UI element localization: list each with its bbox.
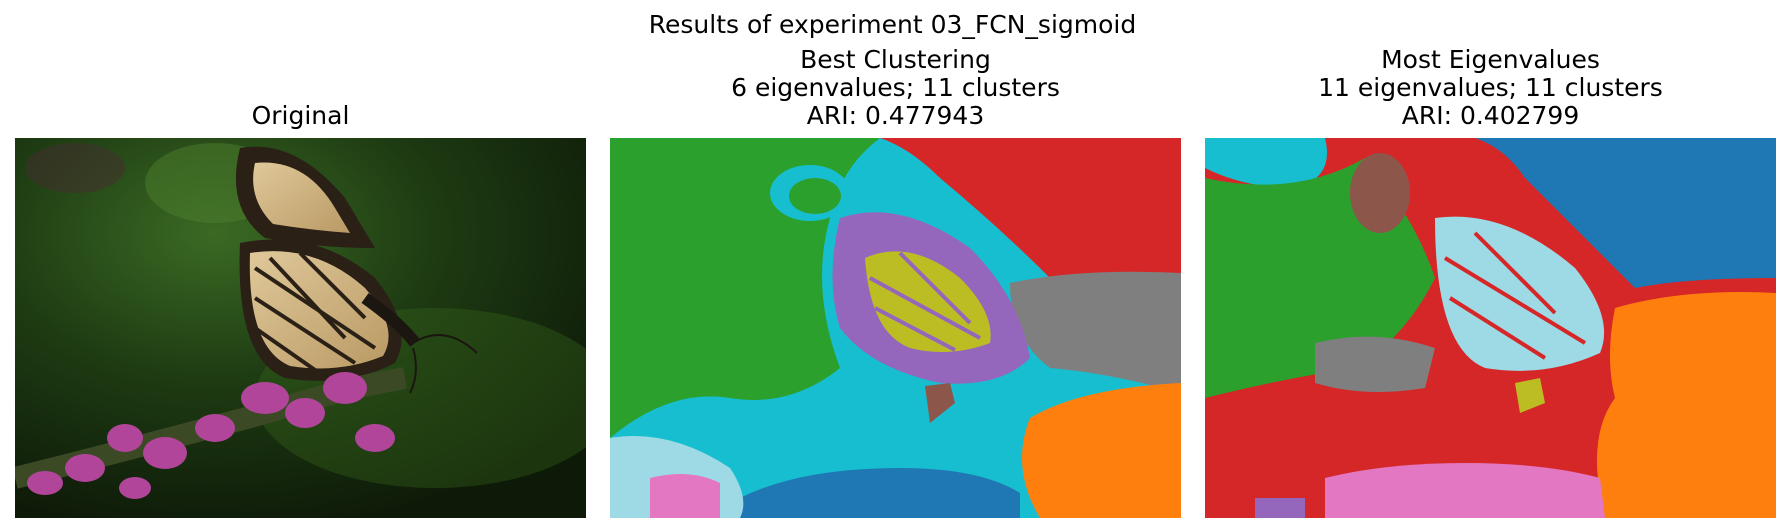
panel-original: Original — [15, 0, 586, 532]
original-photo — [15, 138, 586, 518]
most-eigenvalues-map — [1205, 138, 1776, 518]
figure-suptitle: Results of experiment 03_FCN_sigmoid — [648, 10, 1137, 39]
panel-most-eigenvalues: Most Eigenvalues 11 eigenvalues; 11 clus… — [1205, 0, 1776, 532]
panel-most-title-line3: ARI: 0.402799 — [1401, 101, 1580, 130]
panel-most-title-line2: 11 eigenvalues; 11 clusters — [1318, 73, 1663, 102]
panel-best-title-line1: Best Clustering — [800, 45, 991, 74]
panel-best-clustering: Best Clustering 6 eigenvalues; 11 cluste… — [610, 0, 1181, 532]
panel-original-title: Original — [251, 101, 350, 130]
best-clustering-map — [610, 138, 1181, 518]
panel-most-title-line1: Most Eigenvalues — [1381, 45, 1600, 74]
panel-best-title-line2: 6 eigenvalues; 11 clusters — [731, 73, 1060, 102]
panel-best-title-line3: ARI: 0.477943 — [806, 101, 985, 130]
